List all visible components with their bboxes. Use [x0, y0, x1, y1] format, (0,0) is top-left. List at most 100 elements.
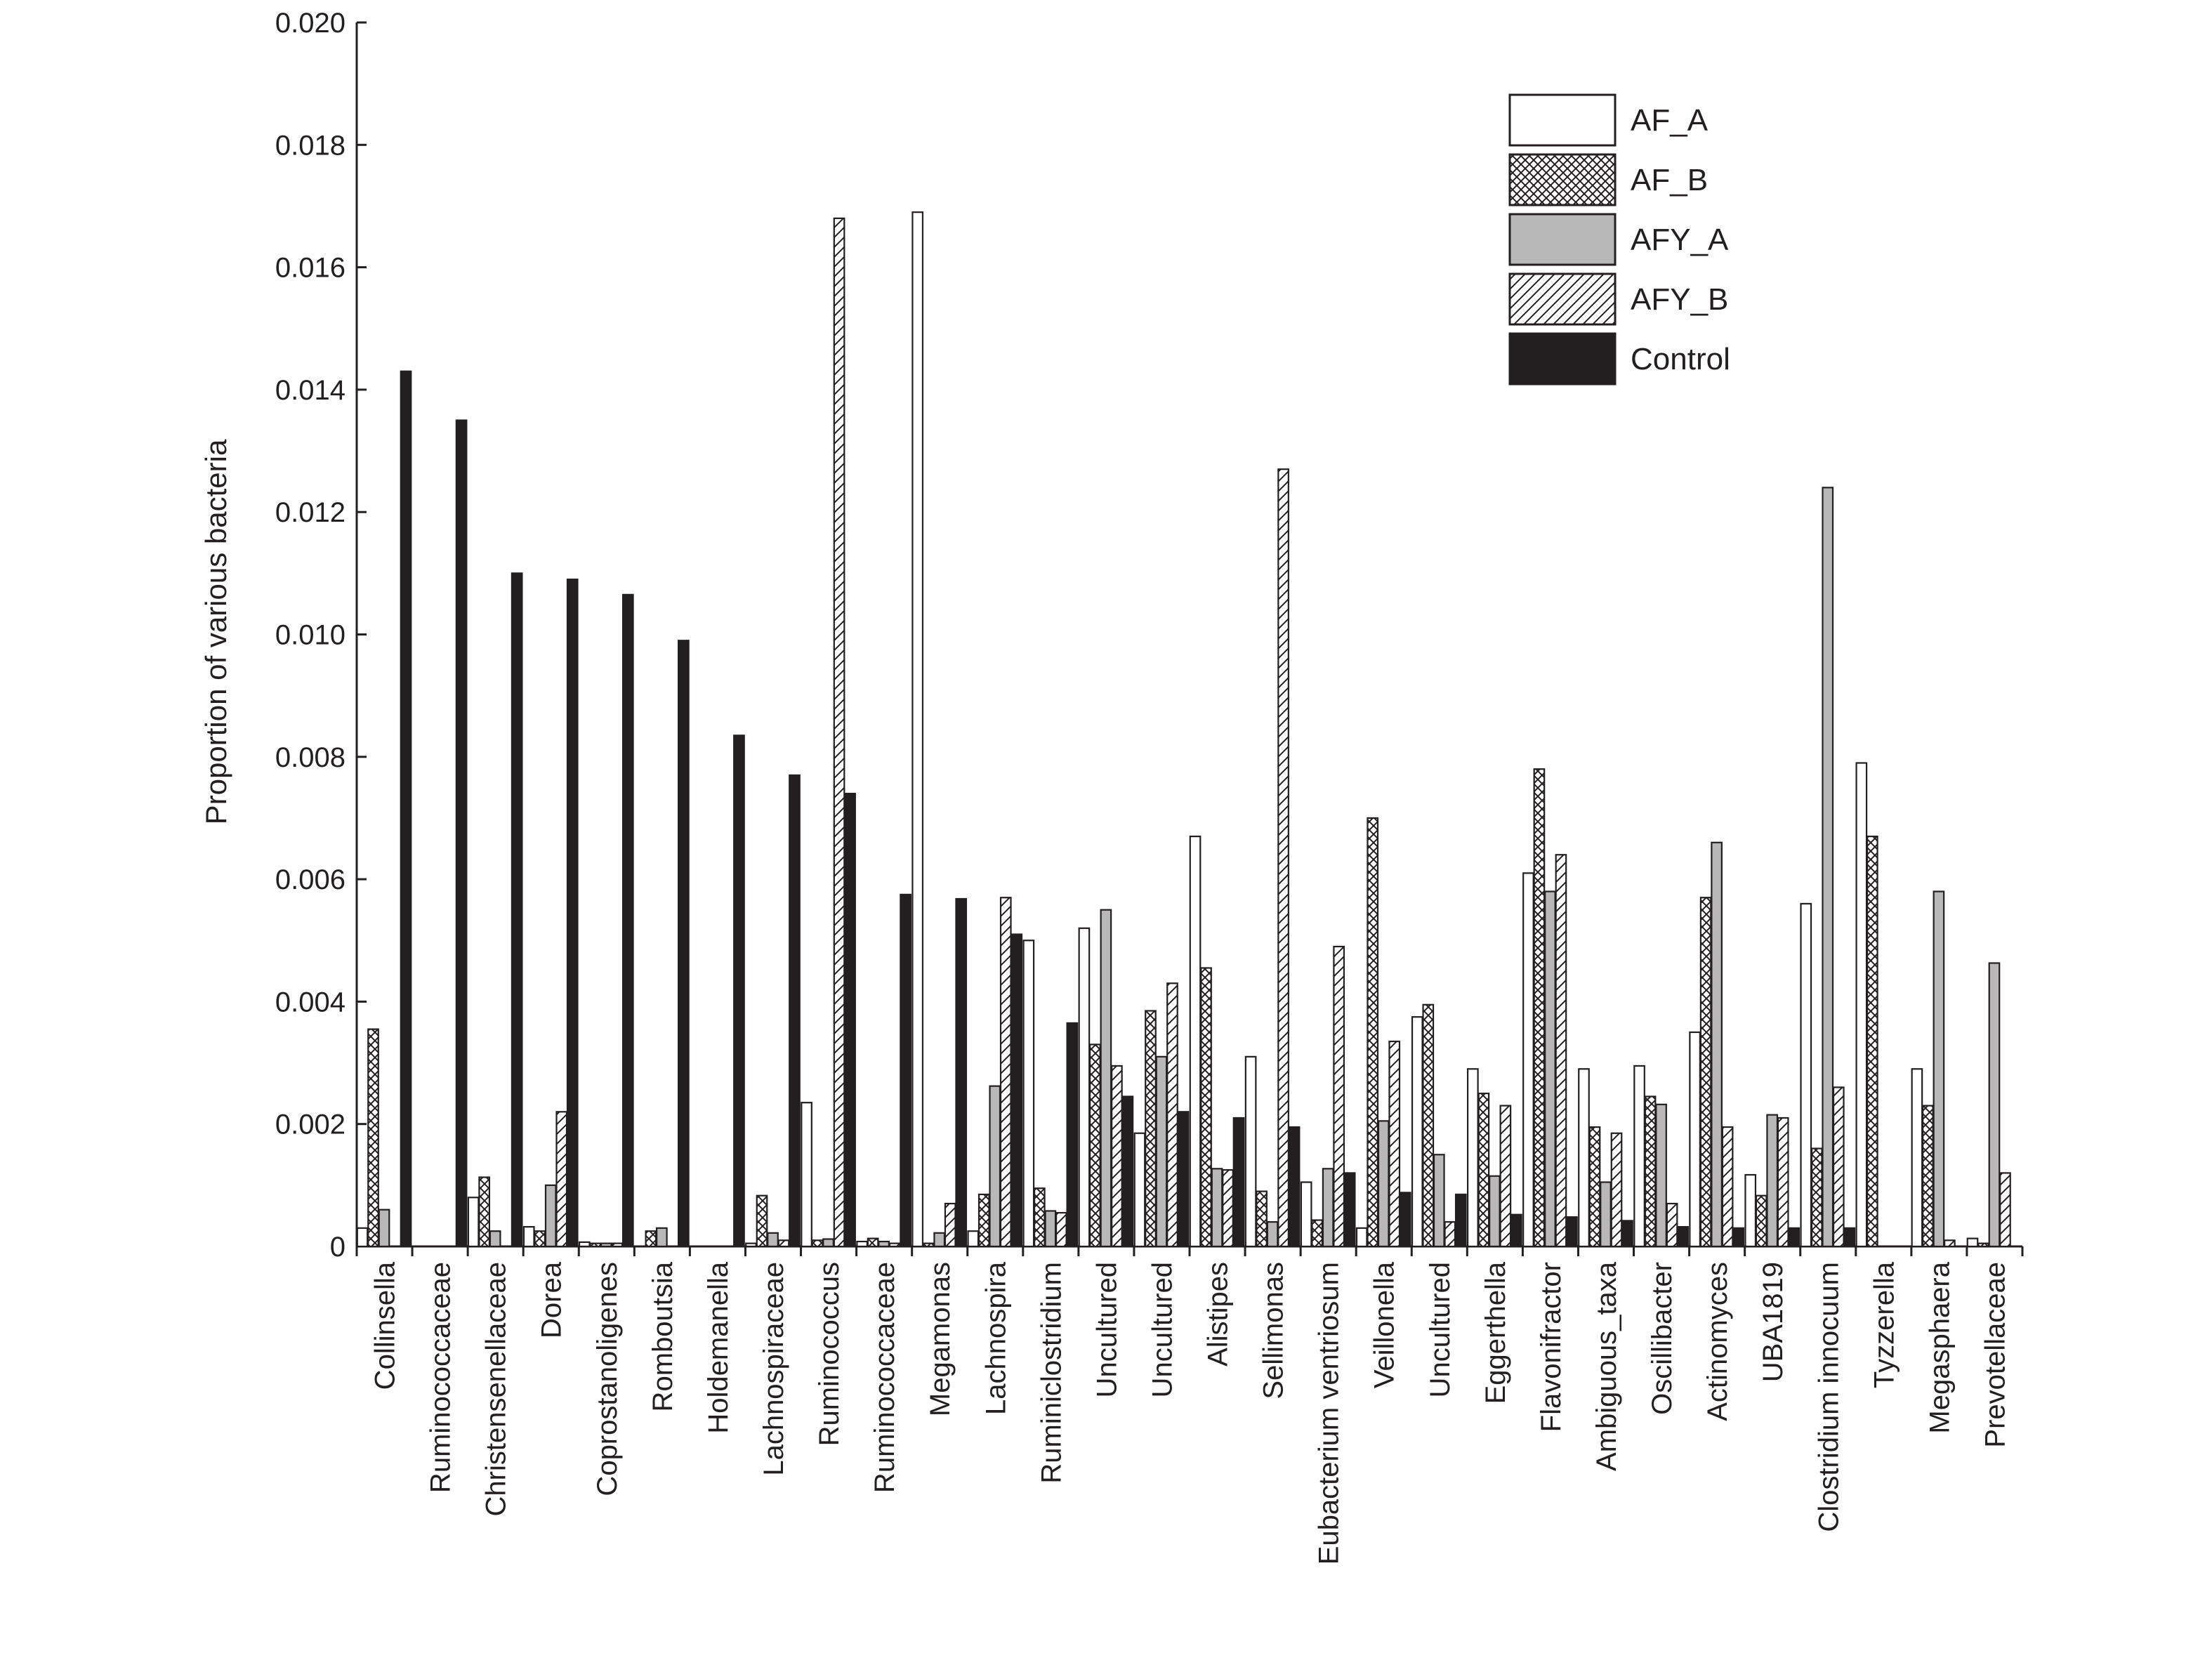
bar-af-a: [1355, 1227, 1368, 1248]
bar-afy-b: [555, 1111, 568, 1248]
bar-af-a: [801, 1102, 812, 1248]
x-tick-label: Ambiguous_taxa: [1591, 1261, 1622, 1471]
bar-af-b: [756, 1194, 768, 1248]
x-tick-label: Veillonella: [1369, 1261, 1400, 1388]
bar-afy-a: [878, 1240, 890, 1248]
bar-afy-a: [1322, 1168, 1334, 1248]
y-tick-label: 0.012: [275, 497, 345, 528]
x-tick-label: Ruminococcaceae: [869, 1262, 900, 1493]
bar-afy-a: [933, 1232, 946, 1248]
bar-control: [789, 774, 801, 1248]
bar-afy-a: [822, 1238, 834, 1248]
bar-af-b: [1922, 1105, 1934, 1248]
bar-control: [1621, 1220, 1633, 1248]
x-tick-label: Eggerthella: [1480, 1261, 1511, 1404]
bar-control: [1232, 1117, 1245, 1248]
bar-af-a: [1744, 1173, 1757, 1248]
legend-label: AFY_B: [1631, 282, 1728, 317]
bar-af-a: [911, 211, 924, 1248]
bar-afy-b: [1333, 945, 1345, 1248]
bar-control: [1732, 1227, 1744, 1248]
y-axis-title: Proportion of various bacteria: [199, 439, 232, 824]
bar-afy-b: [1499, 1105, 1512, 1248]
bar-af-b: [1311, 1219, 1324, 1248]
bar-af-a: [522, 1226, 535, 1248]
bar-af-b: [1477, 1093, 1490, 1248]
legend-label: AFY_A: [1631, 223, 1729, 257]
bar-af-b: [1755, 1194, 1767, 1248]
bar-af-b: [1422, 1003, 1435, 1248]
bar-afy-a: [1155, 1055, 1168, 1248]
legend-swatch: [1508, 213, 1617, 266]
bar-af-b: [1588, 1126, 1601, 1248]
bar-af-b: [645, 1230, 657, 1248]
y-tick-label: 0.014: [275, 375, 345, 406]
x-tick-label: Megasphaera: [1924, 1261, 1955, 1433]
bar-af-a: [1522, 872, 1534, 1248]
bar-af-a: [1244, 1055, 1257, 1248]
x-tick-label: Clostridium innocuum: [1813, 1262, 1844, 1532]
bar-af-b: [1810, 1147, 1823, 1248]
x-tick-label: Actinomyces: [1702, 1262, 1733, 1421]
x-tick-label: Oscillibacter: [1647, 1262, 1678, 1415]
bar-af-a: [1467, 1068, 1479, 1248]
bar-afy-a: [1489, 1175, 1501, 1248]
bar-afy-a: [1711, 841, 1723, 1248]
bar-afy-b: [1277, 468, 1289, 1248]
category-labels: Collinsella Ruminococcaceae Christensenell…: [370, 1261, 2011, 1565]
bar-afy-a: [1211, 1168, 1223, 1248]
bar-afy-b: [1222, 1168, 1234, 1248]
x-tick-label: Collinsella: [370, 1261, 401, 1390]
x-tick-label: Holdemanella: [703, 1261, 734, 1433]
bar-afy-a: [1988, 962, 2001, 1248]
bar-control: [1843, 1227, 1856, 1248]
legend-swatch: [1508, 93, 1617, 147]
bars: [356, 211, 2011, 1248]
bar-afy-a: [1766, 1114, 1779, 1248]
bar-afy-b: [888, 1242, 901, 1248]
x-tick-label: Eubacterium ventriosum: [1314, 1262, 1345, 1565]
x-tick-label: Lachnospira: [980, 1261, 1011, 1415]
bar-control: [1399, 1192, 1411, 1248]
bar-afy-b: [1610, 1132, 1623, 1248]
bar-afy-b: [833, 217, 845, 1248]
bar-afy-a: [1600, 1181, 1612, 1248]
bar-control: [566, 578, 579, 1248]
bar-control: [955, 897, 968, 1248]
bar-af-a: [1578, 1068, 1590, 1248]
y-tick-label: 0.018: [275, 130, 345, 161]
bar-af-b: [1200, 967, 1212, 1248]
y-tick-label: 0.020: [275, 8, 345, 39]
bar-afy-a: [1544, 890, 1556, 1248]
bar-afy-a: [1044, 1210, 1057, 1248]
bar-control: [1454, 1193, 1467, 1248]
bar-af-b: [367, 1028, 379, 1248]
x-tick-label: UBA1819: [1758, 1262, 1789, 1382]
y-tick-label: 0.002: [275, 1109, 345, 1140]
x-tick-label: Uncultured: [1425, 1262, 1456, 1397]
bar-af-a: [467, 1197, 480, 1248]
y-tick-label: 0.016: [275, 253, 345, 284]
bar-control: [1677, 1226, 1689, 1248]
bar-afy-a: [544, 1184, 557, 1248]
bar-control: [844, 792, 856, 1248]
bar-control: [1121, 1095, 1134, 1248]
x-tick-label: Ruminococcaceae: [426, 1262, 456, 1493]
bar-af-a: [1133, 1132, 1146, 1248]
bar-af-b: [922, 1242, 935, 1248]
x-tick-label: Tyzzerella: [1869, 1261, 1900, 1388]
bar-af-a: [967, 1230, 980, 1248]
legend-swatch: [1508, 332, 1617, 386]
bar-af-a: [356, 1227, 369, 1248]
bar-afy-a: [767, 1232, 779, 1248]
bar-afy-b: [1388, 1040, 1401, 1248]
x-tick-label: Uncultured: [1147, 1262, 1178, 1397]
bar-af-a: [1966, 1237, 1979, 1248]
bar-af-a: [1911, 1068, 1923, 1248]
x-tick-label: Ruminococcus: [814, 1262, 845, 1446]
bar-afy-a: [489, 1230, 501, 1248]
x-tick-label: Christensenellaceae: [481, 1262, 512, 1516]
bar-control: [1010, 933, 1023, 1248]
bar-af-a: [1078, 927, 1091, 1248]
